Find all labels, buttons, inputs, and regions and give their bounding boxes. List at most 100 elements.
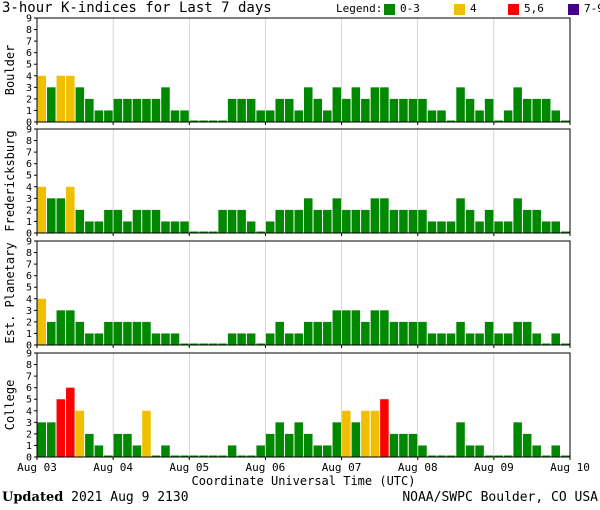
k-bar — [123, 98, 132, 122]
k-bar — [218, 209, 227, 233]
k-bar — [246, 98, 256, 122]
k-bar — [151, 209, 161, 233]
k-bar-zero — [541, 455, 551, 457]
k-bar-zero — [199, 343, 208, 345]
k-bar — [475, 445, 484, 457]
y-tick-label: 7 — [26, 148, 32, 159]
y-tick-label: 4 — [26, 71, 32, 82]
k-bar — [37, 75, 47, 122]
k-bar-zero — [484, 455, 494, 457]
k-bar — [484, 321, 494, 345]
k-bar — [522, 433, 532, 457]
k-bar — [503, 110, 513, 122]
k-bar — [284, 433, 294, 457]
legend-swatch-yellow — [454, 4, 465, 15]
k-bar — [180, 221, 189, 233]
panel-frame — [36, 352, 571, 458]
k-bar — [351, 422, 361, 457]
y-tick-label: 1 — [26, 106, 32, 117]
k-bar-zero — [151, 455, 161, 457]
k-bar — [161, 87, 170, 122]
k-bar — [427, 110, 437, 122]
k-bar — [161, 445, 170, 457]
k-bar — [342, 410, 351, 457]
y-tick-label: 4 — [26, 294, 32, 305]
y-tick-label: 6 — [26, 383, 32, 394]
k-bar — [351, 87, 361, 122]
k-bar-zero — [208, 231, 218, 233]
k-bar — [304, 433, 313, 457]
y-tick-label: 1 — [26, 329, 32, 340]
k-bar — [66, 310, 75, 345]
k-bar-zero — [541, 343, 551, 345]
k-bar — [494, 333, 503, 345]
x-axis-label: Coordinate Universal Time (UTC) — [192, 474, 416, 488]
k-bar — [484, 98, 494, 122]
k-bar-zero — [180, 455, 189, 457]
k-bar — [113, 209, 123, 233]
k-bar — [551, 110, 560, 122]
x-tick-label: Aug 06 — [246, 461, 286, 474]
k-bar-zero — [494, 120, 503, 122]
k-bar — [522, 209, 532, 233]
k-bar — [408, 433, 418, 457]
x-tick-label: Aug 09 — [474, 461, 514, 474]
y-tick-label: 8 — [26, 136, 32, 147]
k-bar — [361, 98, 370, 122]
y-tick-label: 9 — [26, 14, 32, 25]
updated-value: 2021 Aug 9 2130 — [71, 490, 189, 505]
k-bar — [332, 310, 342, 345]
k-bar — [161, 221, 170, 233]
k-bar — [94, 221, 104, 233]
k-bar — [437, 333, 446, 345]
k-bar — [246, 333, 256, 345]
k-bar — [389, 433, 399, 457]
k-bar — [418, 98, 427, 122]
k-bar — [418, 321, 427, 345]
k-bar — [456, 321, 465, 345]
k-bar — [56, 310, 66, 345]
k-bar — [332, 422, 342, 457]
k-bar — [389, 321, 399, 345]
k-bar — [475, 221, 484, 233]
k-bar — [104, 209, 113, 233]
k-bar — [304, 198, 313, 233]
k-bar — [541, 98, 551, 122]
k-bar — [532, 98, 541, 122]
k-bar — [85, 221, 94, 233]
k-bar — [246, 221, 256, 233]
k-bar — [227, 445, 237, 457]
k-bar — [123, 221, 132, 233]
k-bar — [47, 198, 56, 233]
k-bar-zero — [560, 343, 570, 345]
k-bar — [56, 198, 66, 233]
k-bar — [265, 333, 275, 345]
k-bar — [370, 198, 380, 233]
k-bar — [361, 209, 370, 233]
k-bar — [56, 399, 66, 457]
k-bar — [170, 221, 180, 233]
k-bar-zero — [199, 231, 208, 233]
y-tick-label: 0 — [26, 453, 32, 464]
k-bar — [142, 209, 151, 233]
x-tick-label: Aug 07 — [322, 461, 362, 474]
k-bar — [408, 209, 418, 233]
k-bar — [132, 209, 142, 233]
k-bar — [104, 110, 113, 122]
k-bar-zero — [494, 455, 503, 457]
k-bar — [85, 433, 94, 457]
k-bar — [446, 221, 456, 233]
y-tick-label: 6 — [26, 48, 32, 59]
chart-title: 3-hour K-indices for Last 7 days — [2, 0, 272, 16]
k-bar — [342, 209, 351, 233]
k-bar-zero — [189, 343, 199, 345]
y-tick-label: 8 — [26, 360, 32, 371]
k-bar — [465, 98, 475, 122]
k-bar — [123, 321, 132, 345]
y-tick-label: 3 — [26, 194, 32, 205]
k-bar-zero — [246, 455, 256, 457]
k-bar — [408, 98, 418, 122]
y-tick-label: 9 — [26, 349, 32, 360]
k-bar — [465, 333, 475, 345]
k-bar — [123, 433, 132, 457]
